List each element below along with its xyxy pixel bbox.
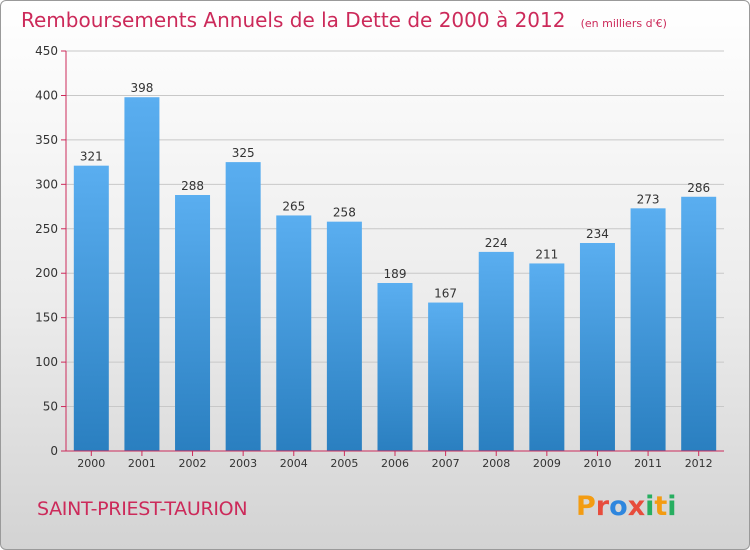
bars: 321 398 288 325 265 258 189 167 224 211 234 273 286 xyxy=(73,81,717,451)
axes: 0 50 100 150 200 250 300 350 400 450 2000 2001 2002 2… xyxy=(35,44,724,470)
bar-value-label: 234 xyxy=(586,227,609,241)
bar-value-label: 321 xyxy=(80,150,103,164)
bar xyxy=(681,196,717,451)
x-tick-label: 2000 xyxy=(77,457,105,470)
bar xyxy=(276,215,312,451)
bar xyxy=(73,165,109,451)
x-tick-label: 2004 xyxy=(280,457,308,470)
bar xyxy=(124,97,160,451)
y-tick-label: 200 xyxy=(35,266,58,280)
bar xyxy=(225,162,261,451)
bar-value-label: 288 xyxy=(181,179,204,193)
y-tick-label: 350 xyxy=(35,133,58,147)
bar xyxy=(478,251,514,451)
bar xyxy=(428,302,464,451)
y-tick-label: 450 xyxy=(35,44,58,58)
y-tick-label: 0 xyxy=(50,444,58,458)
logo-letter: P xyxy=(576,491,596,522)
x-tick-label: 2010 xyxy=(583,457,611,470)
x-tick-label: 2002 xyxy=(179,457,207,470)
y-tick-label: 150 xyxy=(35,311,58,325)
title-row: Remboursements Annuels de la Dette de 20… xyxy=(21,8,667,32)
logo-letter: t xyxy=(654,491,668,522)
x-tick-label: 2011 xyxy=(634,457,662,470)
proxiti-logo: Proxiti xyxy=(576,491,677,522)
logo-letter: x xyxy=(627,491,646,522)
x-tick-label: 2009 xyxy=(533,457,561,470)
bar xyxy=(630,208,666,451)
x-tick-label: 2008 xyxy=(482,457,510,470)
chart-subtitle: (en milliers d'€) xyxy=(580,17,667,30)
bar-value-label: 189 xyxy=(384,267,407,281)
logo-letter: o xyxy=(609,491,628,522)
x-tick-label: 2007 xyxy=(432,457,460,470)
y-tick-label: 50 xyxy=(43,400,58,414)
bar xyxy=(529,263,565,451)
x-tick-label: 2001 xyxy=(128,457,156,470)
logo-letter: i xyxy=(667,491,677,522)
x-tick-label: 2003 xyxy=(229,457,257,470)
bar-value-label: 211 xyxy=(535,247,558,261)
bar xyxy=(579,243,615,451)
town-name: SAINT-PRIEST-TAURION xyxy=(37,498,248,520)
bar xyxy=(175,195,211,451)
bar xyxy=(326,221,362,451)
chart-title: Remboursements Annuels de la Dette de 20… xyxy=(21,8,566,32)
x-tick-label: 2005 xyxy=(330,457,358,470)
bar-value-label: 167 xyxy=(434,287,457,301)
y-tick-label: 100 xyxy=(35,355,58,369)
bar xyxy=(377,283,413,451)
bar-value-label: 273 xyxy=(637,192,660,206)
bar-value-label: 325 xyxy=(232,146,255,160)
y-tick-label: 300 xyxy=(35,177,58,191)
y-tick-label: 250 xyxy=(35,222,58,236)
x-tick-label: 2006 xyxy=(381,457,409,470)
bar-value-label: 398 xyxy=(130,81,153,95)
logo-letter: i xyxy=(645,491,655,522)
logo-letter: r xyxy=(595,491,610,522)
bar-value-label: 224 xyxy=(485,236,508,250)
x-tick-label: 2012 xyxy=(685,457,713,470)
bar-value-label: 258 xyxy=(333,206,356,220)
bar-value-label: 265 xyxy=(282,199,305,213)
y-tick-label: 400 xyxy=(35,88,58,102)
bar-value-label: 286 xyxy=(687,181,710,195)
